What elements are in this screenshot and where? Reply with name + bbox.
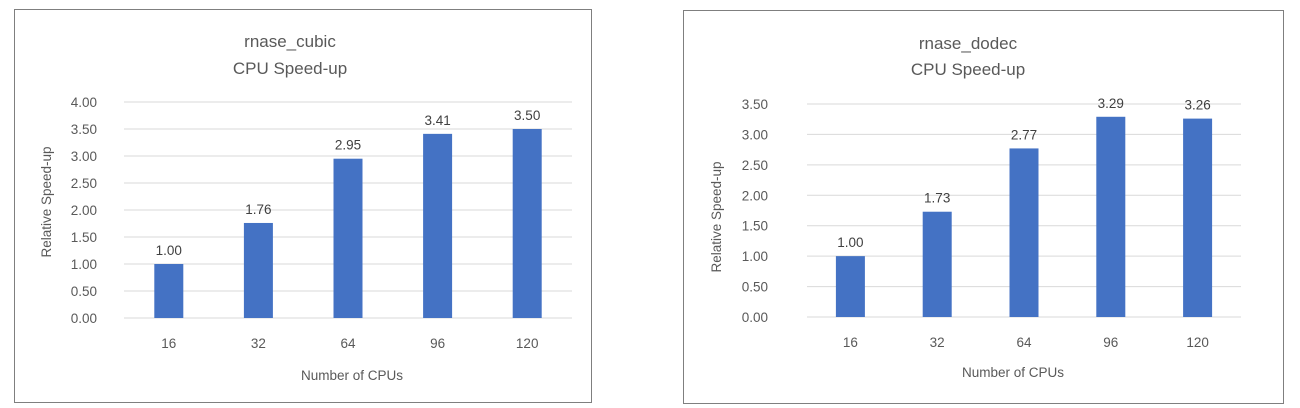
y-tick-label: 0.00 (71, 311, 97, 326)
y-axis-label: Relative Speed-up (709, 161, 724, 272)
bar-120 (1183, 118, 1213, 317)
data-label: 3.26 (1184, 98, 1210, 113)
chart-title: rnase_cubic (244, 32, 336, 51)
y-tick-label: 1.00 (71, 257, 97, 272)
y-tick-label: 3.50 (742, 97, 768, 112)
x-tick-labels: 16 32 64 96 120 (161, 336, 538, 351)
x-tick-label: 32 (930, 335, 945, 350)
x-tick-label: 120 (516, 336, 539, 351)
bars (154, 129, 542, 318)
y-tick-labels: 0.00 0.50 1.00 1.50 2.00 2.50 3.00 3.50 4.00 (71, 95, 97, 326)
data-label: 1.76 (245, 202, 271, 217)
data-label: 2.95 (335, 138, 361, 153)
x-axis-label: Number of CPUs (301, 368, 403, 383)
x-tick-label: 16 (161, 336, 176, 351)
bar-32 (243, 222, 273, 318)
y-tick-label: 3.00 (742, 127, 768, 142)
x-tick-labels: 16 32 64 96 120 (843, 335, 1209, 350)
bar-16 (835, 256, 865, 317)
bar-120 (512, 129, 542, 318)
y-tick-label: 3.00 (71, 149, 97, 164)
bars (835, 116, 1213, 317)
x-tick-label: 64 (1016, 335, 1032, 350)
chart-svg: rnase_cubic CPU Speed-up 0.00 0.50 1.00 1.5… (39, 32, 572, 383)
y-tick-label: 1.50 (742, 219, 768, 234)
y-tick-label: 1.50 (71, 230, 97, 245)
data-labels: 1.00 1.76 2.95 3.41 3.50 (156, 108, 541, 258)
chart-subtitle: CPU Speed-up (233, 59, 347, 78)
bar-96 (423, 133, 453, 318)
data-label: 1.00 (837, 235, 863, 250)
x-tick-label: 96 (430, 336, 445, 351)
y-tick-label: 2.50 (742, 158, 768, 173)
y-tick-label: 3.50 (71, 122, 97, 137)
y-tick-label: 2.00 (742, 188, 768, 203)
y-tick-label: 0.50 (742, 280, 768, 295)
x-axis-label: Number of CPUs (962, 365, 1064, 380)
x-tick-label: 32 (251, 336, 266, 351)
x-tick-label: 16 (843, 335, 858, 350)
data-label: 3.41 (424, 113, 450, 128)
x-tick-label: 96 (1103, 335, 1118, 350)
chart-panel-rnase-cubic: rnase_cubic CPU Speed-up 0.00 0.50 1.00 1.5… (14, 9, 592, 403)
data-label: 1.73 (924, 191, 950, 206)
y-tick-label: 0.50 (71, 284, 97, 299)
data-labels: 1.00 1.73 2.77 3.29 3.26 (837, 96, 1210, 250)
chart-subtitle: CPU Speed-up (911, 60, 1025, 79)
y-axis-label: Relative Speed-up (39, 146, 54, 257)
data-label: 3.29 (1098, 96, 1124, 111)
data-label: 2.77 (1011, 127, 1037, 142)
bar-32 (922, 211, 952, 317)
chart-panel-rnase-dodec: rnase_dodec CPU Speed-up 0.00 0.50 1.00 1.5… (683, 10, 1284, 404)
y-tick-label: 0.00 (742, 310, 768, 325)
data-label: 1.00 (156, 243, 182, 258)
bar-64 (1009, 148, 1039, 317)
data-label: 3.50 (514, 108, 540, 123)
x-tick-label: 64 (340, 336, 356, 351)
bar-96 (1096, 116, 1126, 317)
y-tick-label: 2.50 (71, 176, 97, 191)
x-tick-label: 120 (1186, 335, 1209, 350)
bar-16 (154, 264, 184, 318)
y-tick-label: 2.00 (71, 203, 97, 218)
y-tick-label: 1.00 (742, 249, 768, 264)
y-tick-label: 4.00 (71, 95, 97, 110)
y-tick-labels: 0.00 0.50 1.00 1.50 2.00 2.50 3.00 3.50 (742, 97, 768, 325)
chart-title: rnase_dodec (919, 34, 1018, 53)
bar-64 (333, 158, 363, 318)
chart-svg: rnase_dodec CPU Speed-up 0.00 0.50 1.00 1.5… (709, 34, 1241, 380)
